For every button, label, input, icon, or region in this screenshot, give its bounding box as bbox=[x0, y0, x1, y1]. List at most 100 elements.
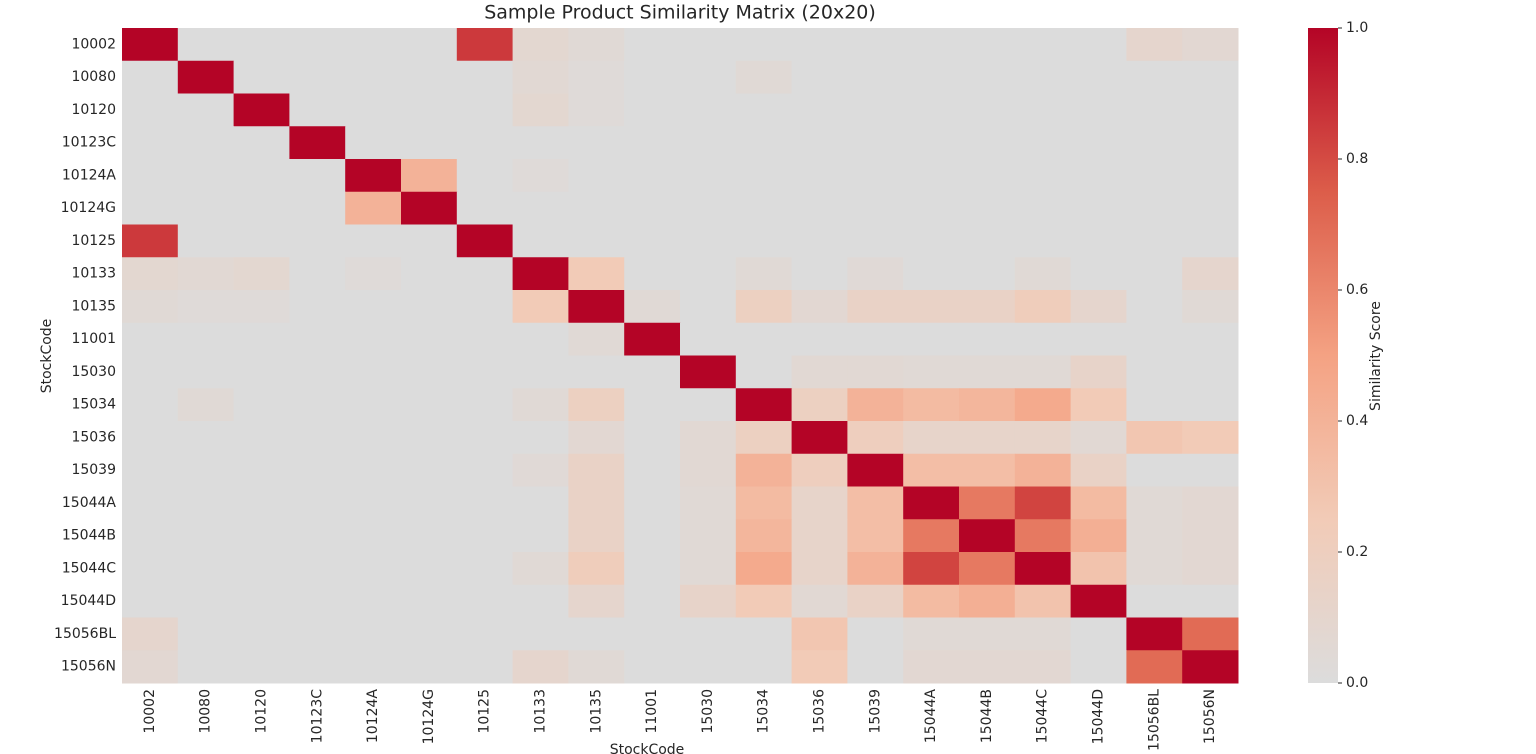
heatmap-cell bbox=[233, 93, 290, 127]
heatmap-cell bbox=[177, 224, 235, 258]
heatmap-cell bbox=[735, 28, 793, 62]
y-tick-label: 15044C bbox=[62, 560, 117, 576]
colorbar-tick-label: 0.0 bbox=[1346, 675, 1368, 691]
heatmap-cell bbox=[512, 224, 569, 258]
heatmap-cell bbox=[1070, 584, 1127, 618]
heatmap-cell bbox=[1070, 60, 1127, 94]
heatmap-cell bbox=[289, 486, 346, 520]
colorbar-tick-label: 0.6 bbox=[1346, 282, 1368, 298]
heatmap-cell bbox=[1070, 519, 1127, 553]
heatmap-cell bbox=[1014, 584, 1072, 618]
heatmap-cell bbox=[680, 93, 737, 127]
heatmap-cell bbox=[959, 191, 1016, 225]
heatmap-cell bbox=[791, 159, 848, 193]
heatmap-cell bbox=[847, 159, 904, 193]
heatmap-cell bbox=[568, 552, 625, 586]
heatmap-cell bbox=[289, 28, 346, 62]
heatmap-cell bbox=[568, 60, 625, 94]
heatmap-cell bbox=[680, 290, 737, 324]
heatmap-cell bbox=[512, 355, 569, 389]
heatmap-cell bbox=[959, 224, 1016, 258]
heatmap-cell bbox=[122, 584, 179, 618]
heatmap-cell bbox=[959, 650, 1016, 684]
heatmap-cell bbox=[847, 388, 904, 422]
heatmap-cell bbox=[903, 584, 960, 618]
heatmap-cell bbox=[345, 584, 402, 618]
heatmap-cell bbox=[233, 28, 290, 62]
heatmap-cell bbox=[122, 617, 179, 651]
x-tick-label: 10123C bbox=[309, 689, 325, 744]
heatmap-cell bbox=[1014, 617, 1072, 651]
y-tick-label: 15034 bbox=[71, 397, 116, 413]
heatmap-cell bbox=[456, 584, 514, 618]
heatmap-cell bbox=[903, 28, 960, 62]
heatmap-cell bbox=[512, 388, 569, 422]
y-tick-label: 10080 bbox=[71, 69, 116, 85]
heatmap-cell bbox=[959, 322, 1016, 356]
heatmap-cell bbox=[1014, 421, 1072, 455]
heatmap-cell bbox=[903, 519, 960, 553]
heatmap-cell bbox=[735, 486, 793, 520]
heatmap-cell bbox=[1014, 93, 1072, 127]
heatmap-cell bbox=[1014, 552, 1072, 586]
heatmap-cell bbox=[847, 519, 904, 553]
heatmap-cell bbox=[233, 388, 290, 422]
heatmap-cell bbox=[512, 650, 569, 684]
heatmap-cell bbox=[735, 290, 793, 324]
heatmap-cell bbox=[456, 519, 514, 553]
heatmap-cell bbox=[289, 126, 346, 160]
heatmap-cell bbox=[847, 224, 904, 258]
heatmap-cell bbox=[568, 93, 625, 127]
heatmap-cell bbox=[456, 421, 514, 455]
heatmap-cell bbox=[401, 617, 458, 651]
heatmap-cell bbox=[568, 486, 625, 520]
heatmap-cell bbox=[1182, 650, 1239, 684]
heatmap-cell bbox=[289, 191, 346, 225]
heatmap-cell bbox=[624, 486, 681, 520]
heatmap-cell bbox=[233, 290, 290, 324]
heatmap-cell bbox=[1182, 388, 1239, 422]
heatmap-cell bbox=[1126, 584, 1183, 618]
heatmap-cell bbox=[401, 290, 458, 324]
heatmap-cell bbox=[1014, 28, 1072, 62]
heatmap-cell bbox=[177, 421, 235, 455]
heatmap-cell bbox=[1126, 191, 1183, 225]
heatmap-cell bbox=[624, 257, 681, 291]
heatmap-cell bbox=[959, 486, 1016, 520]
heatmap-cell bbox=[959, 421, 1016, 455]
heatmap-cell bbox=[847, 552, 904, 586]
heatmap-cell bbox=[122, 388, 179, 422]
heatmap-cell bbox=[345, 552, 402, 586]
heatmap-cell bbox=[456, 257, 514, 291]
x-tick-label: 15039 bbox=[867, 689, 883, 734]
heatmap-cell bbox=[177, 28, 235, 62]
heatmap-cell bbox=[791, 224, 848, 258]
heatmap-cell bbox=[456, 93, 514, 127]
heatmap-cell bbox=[512, 93, 569, 127]
heatmap-cell bbox=[289, 552, 346, 586]
heatmap-cell bbox=[959, 617, 1016, 651]
heatmap-cell bbox=[233, 453, 290, 487]
chart-title: Sample Product Similarity Matrix (20x20) bbox=[484, 2, 876, 24]
heatmap-cell bbox=[289, 290, 346, 324]
heatmap-cell bbox=[680, 126, 737, 160]
heatmap-cell bbox=[568, 388, 625, 422]
y-tick-label: 10133 bbox=[71, 266, 116, 282]
heatmap-cell bbox=[122, 650, 179, 684]
heatmap-cell bbox=[624, 224, 681, 258]
heatmap-cell bbox=[1014, 224, 1072, 258]
heatmap-cell bbox=[568, 191, 625, 225]
heatmap-cell bbox=[122, 60, 179, 94]
heatmap-cell bbox=[568, 224, 625, 258]
heatmap-cell bbox=[735, 322, 793, 356]
heatmap-cell bbox=[345, 650, 402, 684]
heatmap-cell bbox=[1182, 126, 1239, 160]
heatmap-cell bbox=[1014, 650, 1072, 684]
heatmap-cell bbox=[735, 257, 793, 291]
heatmap-cell bbox=[1014, 60, 1072, 94]
x-tick-label: 10125 bbox=[477, 689, 493, 734]
heatmap-cell bbox=[1182, 257, 1239, 291]
heatmap-cell bbox=[345, 159, 402, 193]
y-tick-label: 15044D bbox=[61, 593, 116, 609]
x-tick-label: 15034 bbox=[756, 689, 772, 734]
